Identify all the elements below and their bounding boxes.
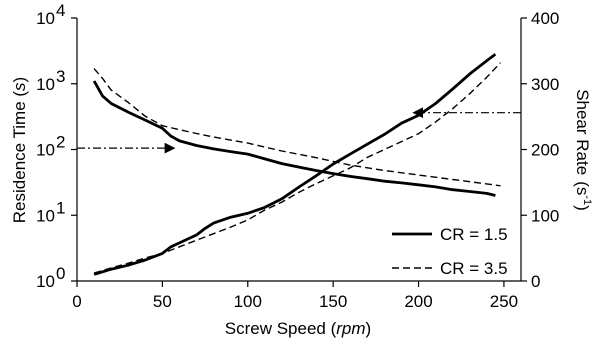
x-tick-label: 50 [153, 292, 172, 311]
y-left-tick-label: 10 [36, 141, 55, 160]
series-line-cr-1-5-left [94, 81, 495, 196]
y-right-tick-label: 300 [531, 75, 559, 94]
y-right-tick-label: 100 [531, 206, 559, 225]
series-line-cr-3-5-left [94, 69, 500, 186]
x-tick-label: 200 [404, 292, 432, 311]
x-tick-label: 150 [319, 292, 347, 311]
legend: CR = 1.5 CR = 3.5 [392, 225, 508, 278]
y-left-tick-label: 10 [36, 75, 55, 94]
y-right-axis-title: Shear Rate(s-1) [573, 89, 593, 211]
y-left-tick-exponent: 3 [56, 67, 65, 86]
y-right-ticks: 0 100 200 300 400 [521, 9, 559, 291]
x-axis-title: Screw Speed (rpm) [225, 319, 371, 338]
x-ticks: 0 50 100 150 200 250 [72, 281, 518, 311]
x-tick-label: 250 [490, 292, 518, 311]
y-left-tick-label: 10 [36, 206, 55, 225]
y-left-tick-label: 10 [36, 9, 55, 28]
y-left-tick-exponent: 2 [56, 133, 65, 152]
y-left-tick-exponent: 1 [56, 198, 65, 217]
y-left-tick-exponent: 4 [56, 1, 65, 20]
legend-label-cr-1-5: CR = 1.5 [440, 225, 508, 244]
series-line-cr-1-5-right [94, 54, 495, 274]
y-left-axis-title: Residence Time (s) [10, 77, 29, 223]
y-right-tick-label: 400 [531, 9, 559, 28]
y-left-tick-label: 10 [36, 272, 55, 291]
x-tick-label: 0 [72, 292, 81, 311]
y-right-tick-label: 200 [531, 141, 559, 160]
y-right-tick-label: 0 [531, 272, 540, 291]
x-tick-label: 100 [234, 292, 262, 311]
legend-label-cr-3-5: CR = 3.5 [440, 259, 508, 278]
y-left-tick-exponent: 0 [56, 264, 65, 283]
